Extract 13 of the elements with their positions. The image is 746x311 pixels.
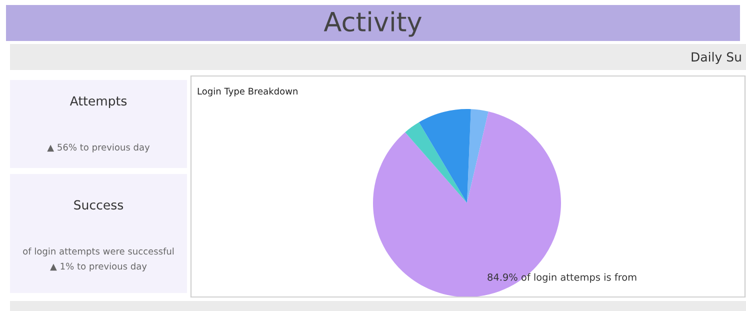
text: Login Type Breakdown — [198, 88, 298, 96]
data-label: 84.9% of login attemps is from — [488, 273, 636, 283]
text: Activity — [324, 11, 422, 37]
text: ▲ 56% to previous day — [47, 144, 150, 152]
text: Attempts — [70, 96, 127, 108]
pie-slice — [418, 109, 471, 203]
pie-slice — [467, 109, 488, 203]
text: ▲ 1% to previous day — [50, 262, 147, 272]
text: Daily Su — [692, 52, 741, 64]
text: Success — [74, 200, 124, 210]
pie-slice — [373, 111, 561, 297]
pie-slice — [405, 122, 467, 203]
text: of login attempts were successful — [23, 248, 174, 256]
